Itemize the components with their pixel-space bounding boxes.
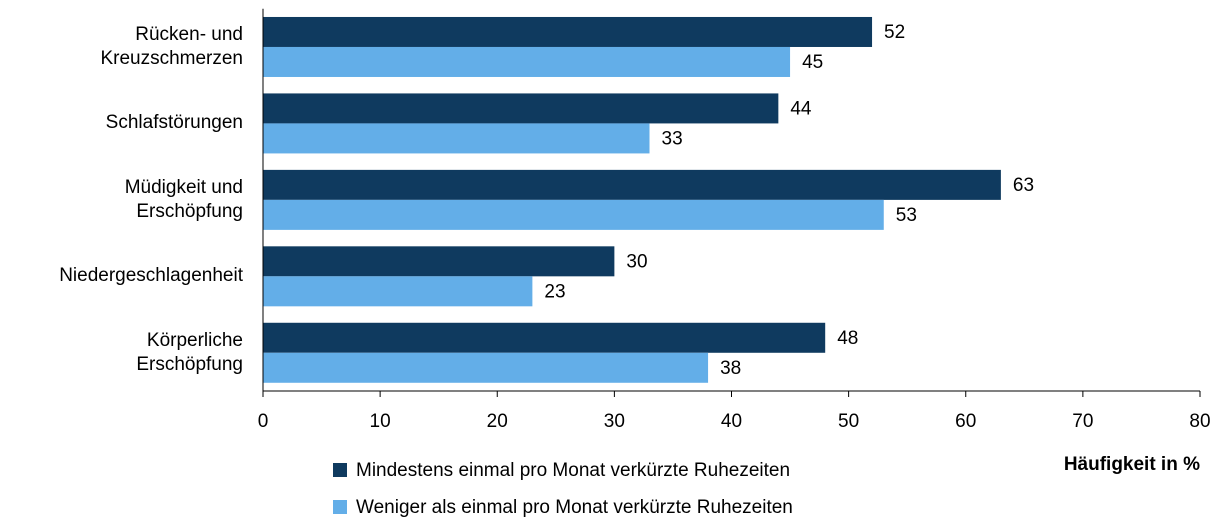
x-tick-label: 80: [1189, 411, 1210, 432]
x-tick-label: 70: [1072, 411, 1093, 432]
value-label: 38: [720, 358, 741, 379]
x-axis-title: Häufigkeit in %: [1064, 454, 1200, 475]
x-tick-label: 20: [487, 411, 508, 432]
legend-label: Mindestens einmal pro Monat verkürzte Ru…: [356, 460, 790, 481]
value-label: 30: [626, 251, 647, 272]
x-tick-label: 40: [721, 411, 742, 432]
bar: [263, 322, 826, 353]
y-tick-label: Rücken- und Kreuzschmerzen: [100, 23, 243, 69]
legend-swatch: [333, 500, 347, 514]
y-tick-label: Niedergeschlagenheit: [59, 265, 243, 287]
value-label: 63: [1013, 175, 1034, 196]
y-tick-label: Müdigkeit und Erschöpfung: [124, 176, 243, 222]
legend-swatch: [333, 463, 347, 477]
bar: [263, 169, 1001, 200]
bar: [263, 93, 779, 124]
x-tick-label: 60: [955, 411, 976, 432]
bar: [263, 123, 650, 154]
bar: [263, 199, 884, 230]
x-tick-label: 10: [370, 411, 391, 432]
bar: [263, 46, 791, 77]
value-label: 23: [544, 281, 565, 302]
x-tick-label: 50: [838, 411, 859, 432]
value-label: 53: [896, 205, 917, 226]
x-tick-label: 30: [604, 411, 625, 432]
x-tick-label: 0: [258, 411, 269, 432]
value-label: 33: [662, 128, 683, 149]
bar: [263, 276, 533, 307]
bar: [263, 246, 615, 277]
y-tick-label: Schlafstörungen: [105, 112, 243, 134]
bar: [263, 16, 873, 47]
value-label: 44: [790, 98, 812, 119]
bar: [263, 352, 709, 383]
legend-label: Weniger als einmal pro Monat verkürzte R…: [356, 497, 793, 518]
value-label: 45: [802, 52, 823, 73]
value-label: 48: [837, 328, 858, 349]
y-tick-label: Körperliche Erschöpfung: [136, 329, 243, 375]
value-label: 52: [884, 22, 905, 43]
